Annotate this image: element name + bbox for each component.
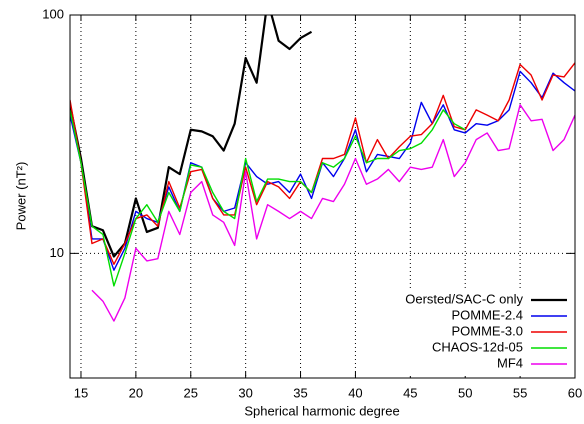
- legend-label: Oersted/SAC-C only: [405, 291, 523, 306]
- x-tick-label: 50: [458, 385, 472, 400]
- legend-label: CHAOS-12d-05: [432, 339, 523, 354]
- y-tick-label: 10: [50, 245, 64, 260]
- x-tick-label: 55: [513, 385, 527, 400]
- legend-label: POMME-3.0: [451, 323, 523, 338]
- x-tick-label: 30: [238, 385, 252, 400]
- x-tick-label: 15: [74, 385, 88, 400]
- x-tick-label: 60: [568, 385, 582, 400]
- legend-label: MF4: [497, 355, 523, 370]
- series-line: [70, 70, 575, 271]
- x-tick-label: 35: [293, 385, 307, 400]
- series-line: [70, 15, 313, 258]
- x-tick-label: 20: [129, 385, 143, 400]
- x-tick-label: 25: [184, 385, 198, 400]
- legend-label: POMME-2.4: [451, 307, 523, 322]
- x-axis-label: Spherical harmonic degree: [244, 403, 399, 418]
- x-tick-label: 45: [403, 385, 417, 400]
- series-line: [70, 109, 466, 287]
- x-tick-label: 40: [348, 385, 362, 400]
- plot-frame: [69, 14, 576, 379]
- series-line: [91, 104, 575, 322]
- legend-box: [363, 290, 573, 376]
- y-axis-label: Power (nT²): [13, 162, 28, 231]
- plot-lines: [70, 15, 575, 322]
- series-line: [70, 62, 575, 265]
- y-tick-label: 100: [42, 6, 64, 21]
